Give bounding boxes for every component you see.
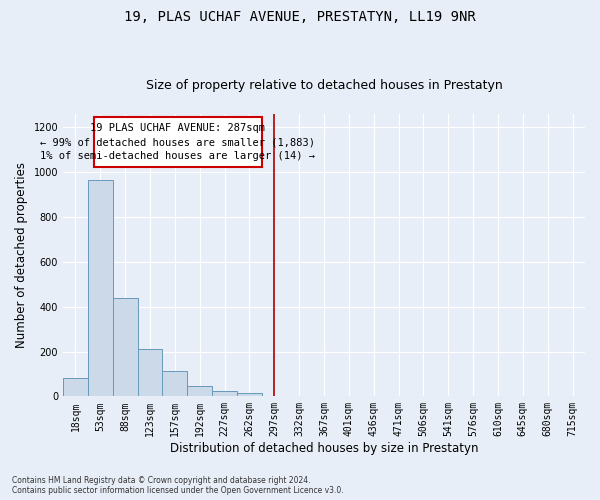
Text: 19 PLAS UCHAF AVENUE: 287sqm
← 99% of detached houses are smaller (1,883)
1% of : 19 PLAS UCHAF AVENUE: 287sqm ← 99% of de… xyxy=(40,123,316,161)
Bar xyxy=(88,180,113,396)
Bar xyxy=(212,391,237,396)
Text: Contains HM Land Registry data © Crown copyright and database right 2024.
Contai: Contains HM Land Registry data © Crown c… xyxy=(12,476,344,495)
Bar xyxy=(237,393,262,396)
Bar xyxy=(187,386,212,396)
Title: Size of property relative to detached houses in Prestatyn: Size of property relative to detached ho… xyxy=(146,79,502,92)
Bar xyxy=(163,371,187,396)
Bar xyxy=(63,378,88,396)
Bar xyxy=(113,298,137,396)
FancyBboxPatch shape xyxy=(94,118,262,166)
Y-axis label: Number of detached properties: Number of detached properties xyxy=(15,162,28,348)
Bar xyxy=(137,350,163,397)
Text: 19, PLAS UCHAF AVENUE, PRESTATYN, LL19 9NR: 19, PLAS UCHAF AVENUE, PRESTATYN, LL19 9… xyxy=(124,10,476,24)
X-axis label: Distribution of detached houses by size in Prestatyn: Distribution of detached houses by size … xyxy=(170,442,478,455)
